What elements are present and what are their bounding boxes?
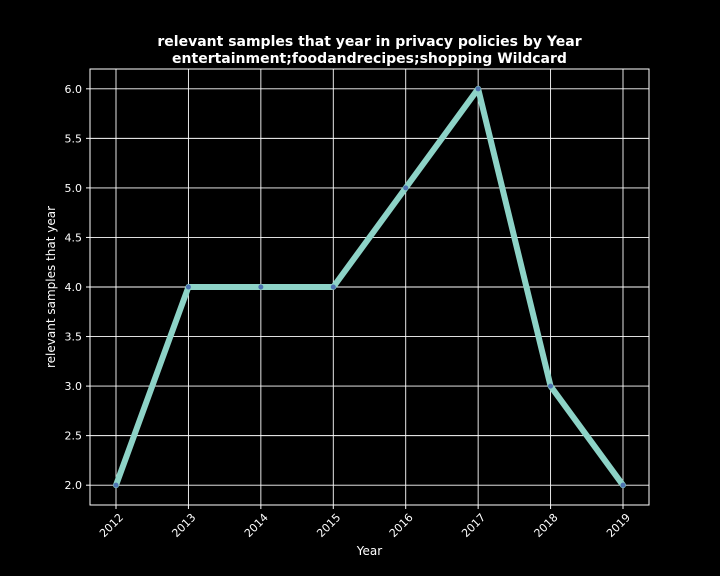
y-tick-label: 3.5 (65, 331, 83, 344)
data-point (403, 185, 409, 191)
x-axis-label: Year (356, 544, 382, 558)
y-tick-label: 6.0 (65, 83, 83, 96)
x-tick-label: 2012 (97, 511, 126, 540)
data-point (548, 383, 554, 389)
chart-subtitle: entertainment;foodandrecipes;shopping Wi… (172, 51, 567, 67)
data-point (113, 482, 119, 488)
y-tick-label: 5.0 (65, 182, 83, 195)
x-tick-label: 2018 (532, 511, 561, 540)
grid (90, 69, 649, 505)
x-tick-label: 2015 (314, 511, 343, 540)
data-point (185, 284, 191, 290)
tick-label-group: 2012 2013 2014 2015 2016 2017 2018 2019 2.0 2.5 3.… (65, 83, 634, 540)
data-point (330, 284, 336, 290)
data-point (620, 482, 626, 488)
y-tick-label: 3.0 (65, 380, 83, 393)
data-point (258, 284, 264, 290)
x-tick-label: 2017 (459, 511, 488, 540)
x-tick-label: 2016 (387, 511, 416, 540)
y-tick-label: 2.0 (65, 479, 83, 492)
data-point (475, 86, 481, 92)
chart-title: relevant samples that year in privacy po… (157, 34, 581, 50)
x-tick-label: 2013 (169, 511, 198, 540)
x-tick-label: 2014 (242, 511, 271, 540)
x-tick-label: 2019 (604, 511, 633, 540)
series-line-group (113, 85, 626, 489)
y-axis-label: relevant samples that year (44, 206, 58, 368)
y-tick-label: 2.5 (65, 430, 83, 443)
series-line (113, 85, 626, 489)
y-tick-label: 4.5 (65, 231, 83, 244)
y-tick-label: 5.5 (65, 132, 83, 145)
data-point-group (113, 86, 626, 488)
plot-frame (89, 68, 650, 506)
y-tick-label: 4.0 (65, 281, 83, 294)
